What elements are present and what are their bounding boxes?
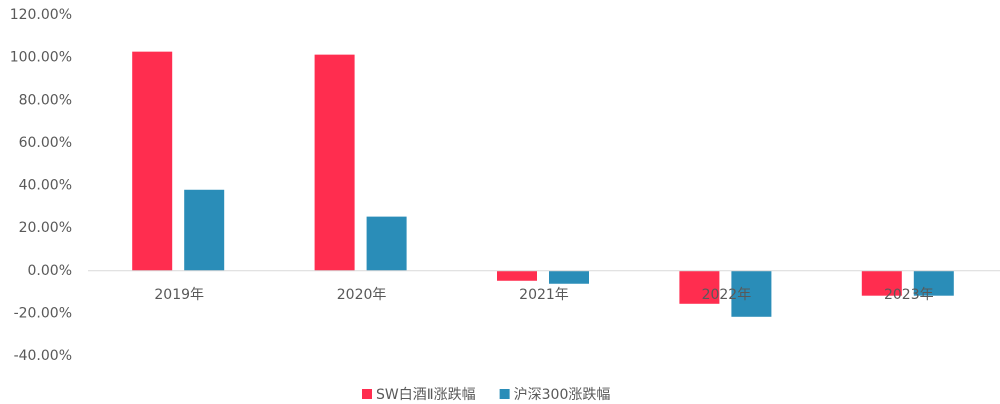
- x-tick-label: 2021年: [519, 287, 569, 303]
- bar: [913, 270, 954, 296]
- bar: [184, 189, 225, 271]
- bar: [132, 51, 173, 271]
- x-tick-label: 2022年: [702, 287, 752, 303]
- legend-label: SW白酒Ⅱ涨跌幅: [376, 387, 476, 403]
- bar: [366, 216, 407, 271]
- y-tick-label: 0.00%: [28, 263, 72, 279]
- bar: [679, 270, 720, 304]
- bar: [497, 270, 537, 281]
- x-tick-label: 2019年: [154, 287, 204, 303]
- legend-swatch: [362, 389, 372, 399]
- y-tick-label: 40.00%: [19, 178, 72, 194]
- y-tick-label: 120.00%: [10, 7, 72, 23]
- y-tick-label: -20.00%: [14, 305, 72, 321]
- legend-swatch: [499, 389, 510, 399]
- x-tick-label: 2020年: [337, 287, 387, 303]
- y-tick-label: 80.00%: [19, 92, 72, 108]
- y-tick-label: 20.00%: [19, 220, 72, 236]
- x-tick-label: 2023年: [884, 287, 934, 303]
- y-tick-label: -40.00%: [14, 348, 72, 364]
- bar: [731, 270, 772, 317]
- bar: [314, 54, 355, 271]
- legend-label: 沪深300涨跌幅: [514, 387, 611, 403]
- bar: [549, 270, 589, 284]
- bar: [861, 270, 902, 296]
- y-tick-label: 60.00%: [19, 135, 72, 151]
- y-tick-label: 100.00%: [10, 50, 72, 66]
